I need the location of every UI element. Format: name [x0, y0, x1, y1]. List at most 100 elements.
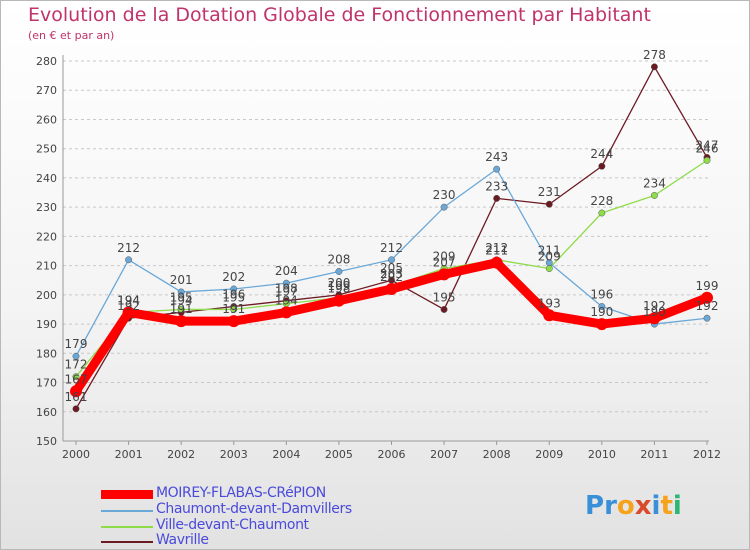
data-point — [648, 312, 661, 325]
x-tick-label: 2011 — [640, 448, 668, 461]
data-label: 192 — [696, 299, 719, 313]
data-label: 179 — [65, 337, 88, 351]
data-label: 212 — [485, 241, 508, 255]
data-label: 228 — [590, 194, 613, 208]
data-label: 202 — [222, 270, 245, 284]
data-point — [490, 256, 503, 269]
x-tick-label: 2008 — [483, 448, 511, 461]
data-label: 194 — [275, 293, 298, 307]
logo-letter: r — [604, 491, 617, 521]
data-label: 200 — [327, 276, 350, 290]
data-label: 196 — [590, 288, 613, 302]
logo-letter: t — [660, 491, 673, 521]
legend-swatch — [101, 490, 153, 499]
data-label: 194 — [117, 293, 140, 307]
data-point — [280, 306, 293, 319]
data-point — [125, 256, 133, 264]
data-label: 192 — [117, 299, 140, 313]
logo-letter: P — [585, 491, 605, 521]
data-point — [72, 352, 80, 360]
logo-letter: i — [651, 491, 661, 521]
x-tick-label: 2007 — [430, 448, 458, 461]
data-label: 202 — [380, 270, 403, 284]
data-label: 197 — [275, 285, 298, 299]
data-point — [701, 291, 713, 304]
y-tick-label: 250 — [36, 143, 57, 156]
y-tick-label: 260 — [36, 113, 57, 126]
data-label: 190 — [643, 305, 666, 319]
y-tick-label: 190 — [36, 318, 57, 331]
data-label: 191 — [170, 302, 193, 316]
data-point — [493, 194, 501, 202]
data-point — [440, 306, 448, 313]
data-label: 161 — [65, 390, 88, 404]
data-point — [438, 268, 451, 281]
data-point — [177, 306, 185, 313]
y-tick-label: 280 — [36, 55, 57, 68]
data-point — [703, 314, 711, 322]
data-label: 212 — [117, 241, 140, 255]
data-label: 207 — [433, 255, 456, 269]
data-point — [335, 268, 343, 275]
data-point — [545, 259, 553, 267]
data-label: 191 — [222, 302, 245, 316]
data-point — [70, 385, 82, 398]
y-tick-label: 270 — [36, 84, 57, 97]
x-tick-label: 2002 — [167, 448, 195, 461]
data-point — [332, 294, 345, 307]
data-point — [72, 405, 80, 413]
y-tick-label: 150 — [36, 435, 57, 448]
data-point — [598, 162, 606, 170]
data-label: 198 — [275, 282, 298, 296]
data-point — [230, 306, 238, 313]
data-point — [493, 165, 501, 173]
series-lines — [70, 63, 713, 413]
data-label: 199 — [327, 279, 350, 293]
data-point — [227, 315, 240, 328]
data-label: 211 — [538, 244, 561, 258]
data-point — [598, 303, 606, 310]
data-label: 195 — [433, 290, 456, 304]
data-point — [175, 315, 188, 328]
data-label: 212 — [380, 241, 403, 255]
y-tick-label: 200 — [36, 289, 57, 302]
chart-title: Evolution de la Dotation Globale de Fonc… — [28, 4, 651, 26]
legend-swatch — [101, 541, 153, 543]
data-label: 192 — [643, 299, 666, 313]
data-label: 201 — [170, 273, 193, 287]
data-label: 193 — [538, 296, 561, 310]
data-point — [122, 306, 135, 319]
y-tick-label: 220 — [36, 230, 57, 243]
data-label: 244 — [590, 147, 613, 161]
chart-subtitle: (en € et par an) — [28, 29, 115, 42]
data-label: 194 — [170, 293, 193, 307]
data-point — [598, 209, 606, 217]
data-point — [595, 318, 608, 331]
data-label: 199 — [696, 279, 719, 293]
logo-letter: x — [634, 491, 652, 521]
legend-label: Ville-devant-Chaumont — [156, 517, 309, 533]
data-label: 234 — [643, 176, 666, 190]
legend-label: Chaumont-devant-Damvillers — [156, 501, 352, 517]
legend-swatch — [101, 526, 153, 528]
data-point — [543, 309, 556, 322]
data-point — [385, 283, 398, 295]
y-tick-label: 240 — [36, 172, 57, 185]
data-label: 196 — [222, 288, 245, 302]
series-line — [75, 66, 708, 410]
data-label: 172 — [65, 358, 88, 372]
x-tick-label: 2009 — [535, 448, 563, 461]
data-point — [282, 279, 290, 287]
data-label: 231 — [538, 185, 561, 199]
legend-label: MOIREY-FLABAS-CRéPION — [156, 485, 326, 501]
data-label: 230 — [433, 188, 456, 202]
data-label: 233 — [485, 179, 508, 193]
data-point — [388, 256, 395, 264]
data-label: 247 — [696, 138, 719, 152]
x-tick-label: 2005 — [325, 448, 353, 461]
logo-letter: i — [672, 491, 682, 521]
data-label: 194 — [117, 293, 140, 307]
data-label: 278 — [643, 48, 666, 62]
